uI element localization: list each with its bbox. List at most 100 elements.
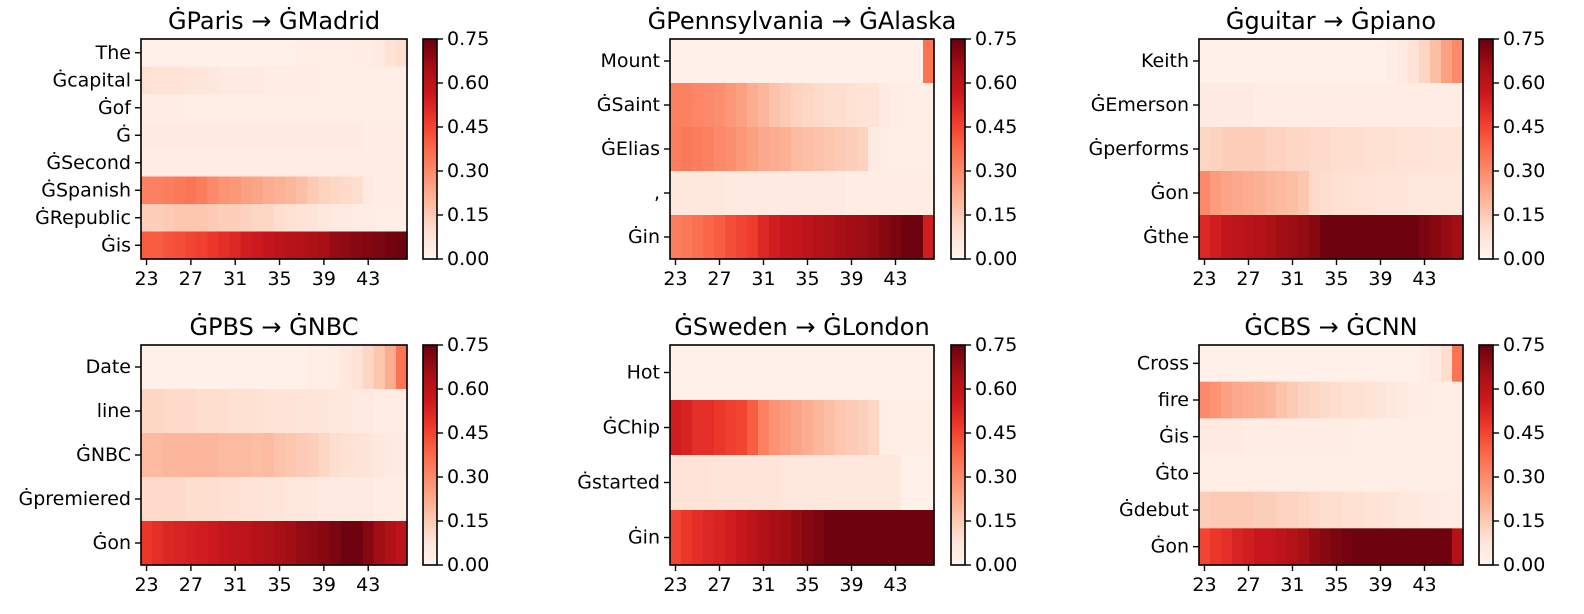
heatmap-cell	[890, 455, 902, 511]
heatmap-cell	[141, 433, 153, 478]
heatmap-cell	[1276, 83, 1288, 128]
colorbar-frame	[1478, 38, 1494, 260]
heatmap-cell	[384, 433, 397, 478]
heatmap-cell	[240, 121, 253, 150]
heatmap-cell	[185, 477, 198, 522]
heatmap-cell	[692, 400, 704, 456]
x-tick-label: 23	[134, 268, 158, 290]
heatmap-cell	[274, 94, 286, 123]
heatmap-cell	[351, 389, 364, 434]
heatmap-cell	[1276, 127, 1288, 172]
heatmap-cell	[1364, 455, 1376, 493]
y-tick-label: Ġ	[116, 123, 131, 146]
heatmap-cell	[1441, 418, 1453, 456]
heatmap-cell	[340, 345, 353, 390]
heatmap-cell	[351, 204, 364, 233]
heatmap-cell	[791, 400, 803, 456]
heatmap-cell	[207, 433, 220, 478]
heatmap-cell	[240, 39, 253, 68]
heatmap-cell	[351, 149, 364, 178]
heatmap-cell	[251, 204, 264, 233]
heatmap-cell	[714, 39, 726, 84]
heatmap-cell	[802, 455, 814, 511]
heatmap-cell	[912, 39, 924, 84]
heatmap-cell	[780, 171, 792, 216]
heatmap-cell	[340, 39, 353, 68]
heatmap-cell	[1199, 215, 1211, 260]
heatmap-cell	[714, 215, 726, 260]
heatmap-cell	[218, 176, 231, 205]
colorbar-frame	[422, 344, 438, 566]
heatmap-cell	[1452, 418, 1464, 456]
heatmap-cell	[769, 345, 781, 401]
heatmap-cell	[351, 66, 364, 95]
heatmap-cell	[362, 94, 375, 123]
heatmap-cell	[1287, 418, 1299, 456]
heatmap-cell	[262, 94, 275, 123]
heatmap-cell	[1265, 381, 1277, 419]
heatmap-cell	[1298, 381, 1310, 419]
heatmap-cell	[1221, 127, 1233, 172]
heatmap-cell	[1408, 345, 1420, 383]
heatmap-cell	[340, 389, 353, 434]
colorbar-frame	[950, 38, 966, 260]
heatmap-cell	[725, 39, 737, 84]
heatmap-cell	[1199, 381, 1211, 419]
heatmap-cell	[229, 176, 242, 205]
heatmap-cell	[1430, 127, 1442, 172]
heatmap-cell	[229, 39, 242, 68]
heatmap-cell	[1353, 381, 1365, 419]
colorbar-tick-label: 0.00	[1503, 554, 1545, 576]
heatmap-cell	[1243, 127, 1255, 172]
heatmap-cell	[879, 39, 891, 84]
heatmap-cell	[285, 94, 297, 123]
heatmap-cell	[1353, 215, 1365, 260]
heatmap-cell	[373, 149, 386, 178]
heatmap-cell	[351, 345, 364, 390]
colorbar-tick-label: 0.45	[1503, 422, 1545, 444]
heatmap-cell	[229, 204, 242, 233]
colorbar-tick-label: 0.30	[1503, 466, 1545, 488]
heatmap-cell	[1441, 39, 1453, 84]
heatmap-cell	[152, 176, 164, 205]
heatmap-cell	[703, 127, 715, 172]
heatmap-cell	[1287, 83, 1299, 128]
heatmap-cell	[218, 39, 231, 68]
heatmap-cell	[185, 121, 198, 150]
heatmap-cell	[1232, 215, 1244, 260]
colorbar-tick-label: 0.30	[447, 160, 489, 182]
heatmap-cell	[901, 400, 913, 456]
heatmap-cell	[1287, 528, 1299, 566]
heatmap-cell	[240, 389, 253, 434]
colorbar-tick-label: 0.60	[1503, 378, 1545, 400]
heatmap-cell	[251, 389, 264, 434]
colorbar-tick-label: 0.30	[975, 160, 1017, 182]
heatmap-cell	[196, 66, 209, 95]
colorbar-tick-label: 0.45	[1503, 116, 1545, 138]
heatmap-cell	[1386, 171, 1398, 216]
heatmap-cell	[769, 400, 781, 456]
heatmap-cell	[318, 477, 331, 522]
heatmap-cell	[174, 39, 186, 68]
x-tick-label: 43	[1412, 574, 1436, 596]
heatmap-cell	[857, 510, 869, 566]
y-tick-label: ĠNBC	[76, 443, 131, 466]
heatmap-cell	[1408, 528, 1420, 566]
heatmap-cell	[1221, 83, 1233, 128]
heatmap-cell	[262, 66, 275, 95]
heatmap-cell	[681, 510, 693, 566]
x-tick-label: 27	[1236, 268, 1260, 290]
heatmap-cell	[218, 66, 231, 95]
heatmap-cell	[780, 39, 792, 84]
heatmap-cell	[1243, 491, 1255, 529]
heatmap-cell	[307, 66, 319, 95]
heatmap-cell	[1419, 418, 1431, 456]
heatmap-cell	[670, 400, 682, 456]
heatmap-cell	[1320, 455, 1332, 493]
heatmap-cell	[1342, 127, 1354, 172]
heatmap-cell	[384, 345, 397, 390]
heatmap-cell	[240, 66, 253, 95]
heatmap-cell	[1232, 455, 1244, 493]
y-tick-label: Ġis	[1159, 425, 1189, 448]
heatmap-cell	[692, 127, 704, 172]
